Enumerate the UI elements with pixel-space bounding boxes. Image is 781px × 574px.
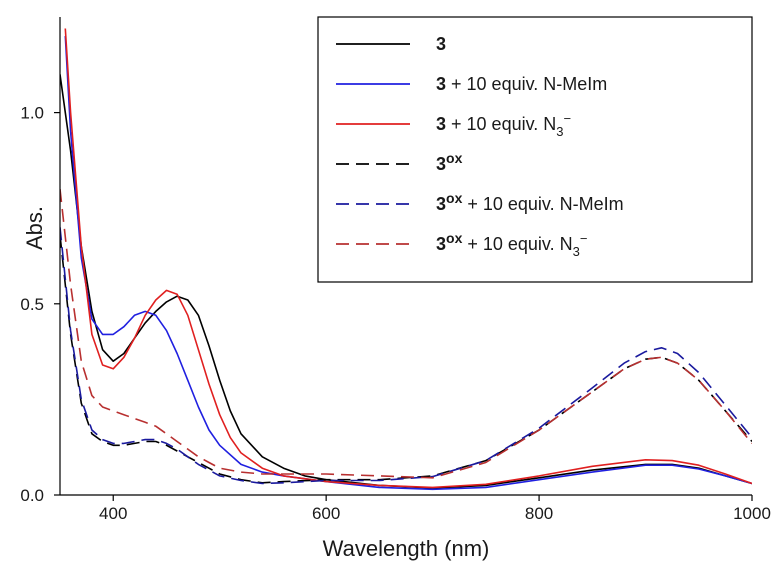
y-tick-label: 0.0 <box>20 486 44 505</box>
y-tick-label: 1.0 <box>20 104 44 123</box>
y-tick-label: 0.5 <box>20 295 44 314</box>
series-line-2 <box>64 36 752 491</box>
legend-label-1: 3 <box>436 34 446 54</box>
x-tick-label: 600 <box>312 504 340 523</box>
ticks: 400 600 800 1000 0.0 0.5 1.0 <box>20 104 771 523</box>
plot-lines <box>60 28 752 491</box>
legend-label-6: 3ox + 10 equiv. N3− <box>436 230 587 259</box>
series-line-4 <box>60 234 752 484</box>
x-axis-title: Wavelength (nm) <box>323 536 490 561</box>
series-line-6 <box>60 189 752 479</box>
axes <box>59 17 752 496</box>
series-line-3 <box>64 28 752 489</box>
legend-label-5: 3ox + 10 equiv. N-MeIm <box>436 190 624 214</box>
x-tick-label: 800 <box>525 504 553 523</box>
legend: 3 3 + 10 equiv. N-MeIm 3 + 10 equiv. N3− 3o… <box>317 16 753 283</box>
series-line-5 <box>60 227 752 485</box>
x-tick-label: 400 <box>99 504 127 523</box>
x-tick-label: 1000 <box>733 504 771 523</box>
legend-label-3: 3 + 10 equiv. N3− <box>436 111 571 139</box>
series-line-1 <box>60 74 752 489</box>
y-axis-title: Abs. <box>22 206 47 250</box>
legend-label-2: 3 + 10 equiv. N-MeIm <box>436 74 607 94</box>
legend-box <box>317 16 753 283</box>
legend-label-4: 3ox <box>436 150 463 174</box>
